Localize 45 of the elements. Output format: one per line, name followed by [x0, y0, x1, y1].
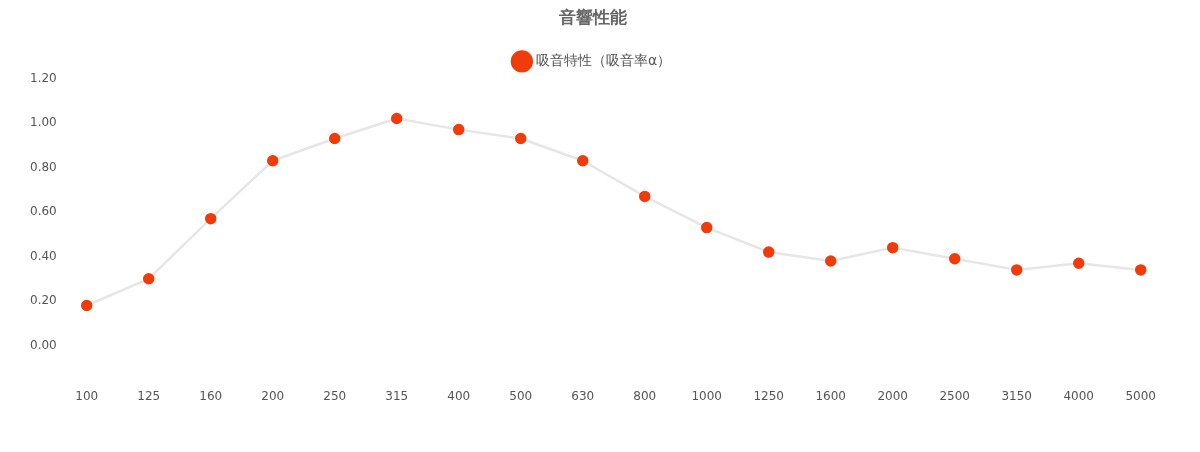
point: [142, 273, 155, 285]
x-tick-label: 2000: [877, 388, 908, 403]
point: [80, 299, 93, 312]
x-tick-label: 1000: [691, 388, 722, 403]
chart-title: 音響性能: [558, 6, 627, 27]
y-tick-label: 0.20: [30, 293, 57, 308]
point: [328, 132, 341, 145]
y-tick-label: 1.00: [30, 115, 57, 130]
y-tick-label: 1.20: [30, 70, 57, 85]
point: [266, 155, 279, 167]
point: [204, 212, 217, 225]
x-tick-label: 1250: [753, 388, 784, 403]
legend-label: 吸音特性（吸音率α）: [535, 52, 672, 69]
point: [824, 255, 837, 267]
point: [390, 112, 403, 125]
x-tick-label: 250: [323, 388, 347, 403]
x-tick-label: 400: [447, 388, 471, 403]
point: [638, 190, 651, 203]
point: [452, 123, 465, 136]
x-tick-label: 315: [385, 388, 409, 403]
point: [762, 246, 775, 258]
point: [948, 253, 961, 265]
point: [1072, 257, 1085, 269]
x-tick-label: 125: [137, 388, 161, 403]
x-tick-label: 3150: [1001, 388, 1032, 403]
y-tick-label: 0.80: [30, 159, 57, 174]
x-tick-label: 160: [199, 388, 223, 403]
point: [700, 221, 713, 234]
y-tick-label: 0.60: [30, 204, 57, 219]
point: [576, 155, 589, 167]
y-tick-label: 0.40: [30, 248, 57, 263]
point: [1010, 264, 1023, 276]
x-tick-label: 500: [509, 388, 533, 403]
y-tick-label: 0.00: [30, 337, 57, 352]
x-tick-label: 2500: [939, 388, 970, 403]
point: [1134, 264, 1147, 276]
x-tick-label: 4000: [1063, 388, 1094, 403]
x-tick-label: 5000: [1125, 388, 1156, 403]
point: [514, 132, 527, 145]
x-tick-label: 630: [571, 388, 595, 403]
x-tick-label: 100: [75, 388, 99, 403]
x-tick-label: 1600: [815, 388, 846, 403]
point: [886, 241, 899, 254]
x-tick-label: 200: [261, 388, 285, 403]
x-tick-label: 800: [633, 388, 657, 403]
